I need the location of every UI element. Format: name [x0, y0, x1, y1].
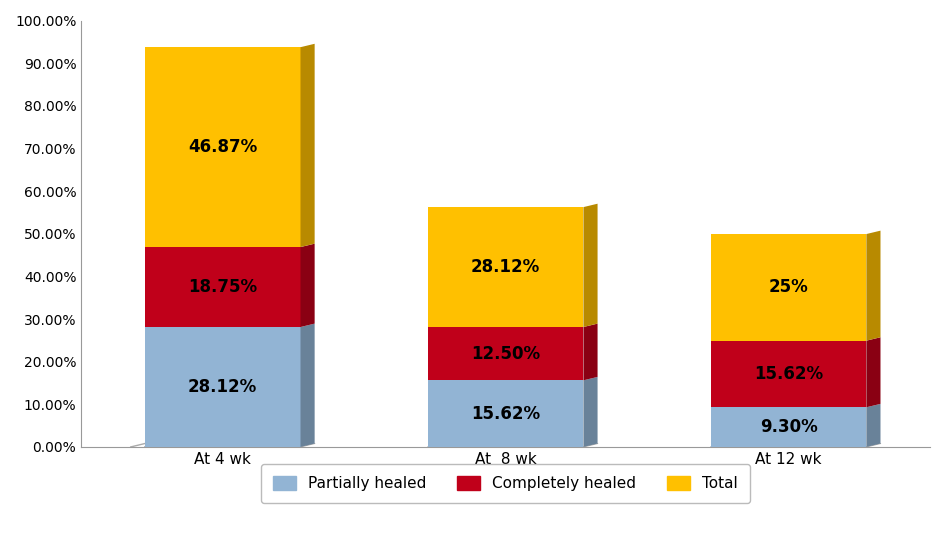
Bar: [710, 341, 866, 407]
Bar: [428, 380, 582, 447]
Polygon shape: [300, 244, 314, 327]
Text: 15.62%: 15.62%: [753, 365, 822, 383]
Polygon shape: [866, 337, 880, 407]
Text: 12.50%: 12.50%: [470, 345, 540, 363]
Polygon shape: [866, 231, 880, 341]
Polygon shape: [866, 404, 880, 447]
Text: 18.75%: 18.75%: [188, 278, 257, 296]
Polygon shape: [582, 377, 597, 447]
Bar: [144, 247, 300, 327]
Polygon shape: [300, 323, 314, 447]
Text: 9.30%: 9.30%: [759, 418, 817, 436]
Text: 15.62%: 15.62%: [470, 404, 540, 423]
Bar: [144, 47, 300, 247]
Bar: [428, 207, 582, 327]
Text: 28.12%: 28.12%: [470, 258, 540, 276]
Text: 28.12%: 28.12%: [188, 378, 257, 396]
Bar: [144, 327, 300, 447]
Text: 25%: 25%: [767, 278, 807, 296]
Legend: Partially healed, Completely healed, Total: Partially healed, Completely healed, Tot…: [261, 464, 750, 503]
Bar: [428, 327, 582, 380]
Polygon shape: [300, 44, 314, 247]
Polygon shape: [582, 323, 597, 380]
Text: 46.87%: 46.87%: [188, 138, 257, 156]
Polygon shape: [582, 204, 597, 327]
Bar: [710, 234, 866, 341]
Bar: [710, 407, 866, 447]
